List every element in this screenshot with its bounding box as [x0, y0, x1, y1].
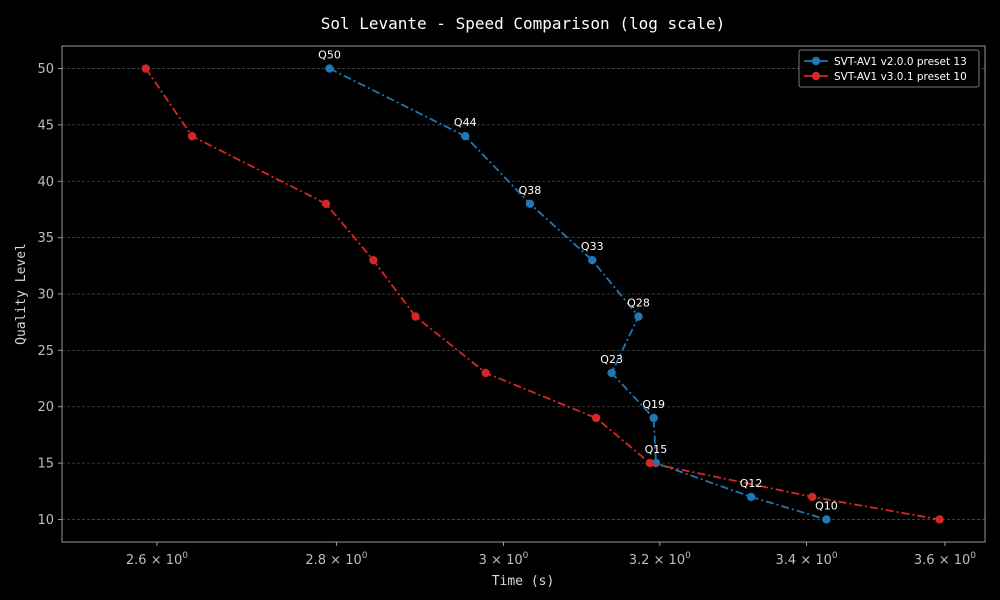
data-point — [645, 458, 655, 468]
y-axis-label: Quality Level — [14, 243, 29, 345]
x-tick-label-base: 3.6 — [914, 553, 935, 568]
legend-box — [798, 49, 980, 88]
data-point — [187, 131, 197, 141]
x-tick-label-times: × 10 — [935, 553, 971, 568]
x-tick-label-times: × 10 — [326, 553, 362, 568]
data-point — [321, 199, 331, 209]
y-tick-label: 20 — [37, 400, 54, 415]
x-tick-label: 3 × 100 — [479, 551, 529, 568]
x-tick-label-times: × 10 — [147, 553, 183, 568]
annotation-layer: Q50 Q44 Q38 Q33 Q28 Q23 Q19 Q15 Q12 Q10 — [318, 49, 838, 513]
x-tick-label-base: 2.8 — [305, 553, 326, 568]
data-point — [746, 492, 756, 502]
point-label: Q50 — [318, 49, 341, 62]
x-axis: 2.6 × 100 2.8 × 100 3 × 100 3.2 × 100 3.4 × … — [126, 542, 976, 568]
series-line — [329, 67, 827, 521]
legend-item: SVT-AV1 v3.0.1 preset 10 — [804, 71, 967, 83]
y-tick-label: 15 — [37, 457, 54, 472]
point-label: Q15 — [645, 443, 668, 456]
legend: SVT-AV1 v2.0.0 preset 13 SVT-AV1 v3.0.1 p… — [798, 49, 980, 88]
data-point — [411, 312, 420, 321]
y-tick-label: 50 — [37, 62, 54, 77]
point-label: Q33 — [581, 240, 604, 253]
y-tick-label: 25 — [37, 344, 54, 359]
x-tick-label-base: 3.4 — [776, 553, 797, 568]
x-tick-label-base: 3.2 — [629, 553, 650, 568]
x-tick-label-exponent: 0 — [523, 551, 529, 561]
x-axis-label: Time (s) — [492, 574, 555, 589]
point-label: Q19 — [642, 398, 665, 411]
series-layer — [141, 64, 944, 524]
y-tick-label: 45 — [37, 118, 54, 133]
data-point — [935, 515, 944, 524]
data-point — [607, 368, 616, 378]
series-2 — [141, 64, 944, 524]
data-point — [481, 368, 490, 378]
point-label: Q38 — [519, 184, 542, 197]
x-tick-label-exponent: 0 — [362, 551, 368, 561]
x-tick-label-exponent: 0 — [970, 551, 976, 561]
grid-layer — [62, 68, 985, 520]
y-tick-label: 35 — [37, 231, 54, 246]
x-tick-label: 2.6 × 100 — [126, 551, 188, 568]
series-line — [145, 67, 940, 521]
y-axis: 10 15 20 25 30 35 40 45 50 — [37, 62, 62, 528]
data-point — [525, 199, 535, 209]
y-tick-label: 30 — [37, 288, 54, 303]
x-tick-label-exponent: 0 — [832, 551, 838, 561]
chart-title: Sol Levante - Speed Comparison (log scal… — [321, 14, 726, 33]
data-point — [141, 64, 150, 73]
point-label: Q28 — [627, 297, 650, 310]
y-tick-label: 10 — [37, 513, 54, 528]
x-tick-label: 3.2 × 100 — [629, 551, 691, 568]
data-point — [461, 131, 470, 141]
point-label: Q23 — [600, 353, 623, 366]
x-tick-label-times: × 10 — [649, 553, 685, 568]
data-point — [634, 312, 643, 321]
data-point — [808, 492, 817, 502]
x-tick-label: 3.4 × 100 — [776, 551, 838, 568]
y-tick-label: 40 — [37, 175, 54, 190]
point-label: Q12 — [740, 477, 763, 490]
data-point — [649, 413, 658, 423]
series-1 — [325, 64, 831, 524]
x-tick-label: 3.6 × 100 — [914, 551, 976, 568]
data-point — [588, 255, 597, 265]
point-label: Q44 — [454, 116, 477, 129]
legend-label: SVT-AV1 v2.0.0 preset 13 — [834, 56, 967, 68]
x-tick-label-exponent: 0 — [182, 551, 188, 561]
data-point — [369, 255, 378, 265]
legend-label: SVT-AV1 v3.0.1 preset 10 — [834, 71, 967, 83]
x-tick-label: 2.8 × 100 — [305, 551, 367, 568]
data-point — [325, 64, 334, 73]
data-point — [822, 515, 831, 524]
x-tick-label-times: × 10 — [487, 553, 523, 568]
data-point — [591, 413, 601, 423]
x-tick-label-exponent: 0 — [685, 551, 691, 561]
legend-item: SVT-AV1 v2.0.0 preset 13 — [804, 56, 967, 68]
legend-marker — [811, 56, 821, 66]
point-label: Q10 — [815, 499, 838, 512]
x-tick-label-base: 3 — [479, 553, 487, 568]
x-tick-label-times: × 10 — [796, 553, 832, 568]
x-tick-label-base: 2.6 — [126, 553, 147, 568]
legend-marker — [811, 71, 821, 81]
